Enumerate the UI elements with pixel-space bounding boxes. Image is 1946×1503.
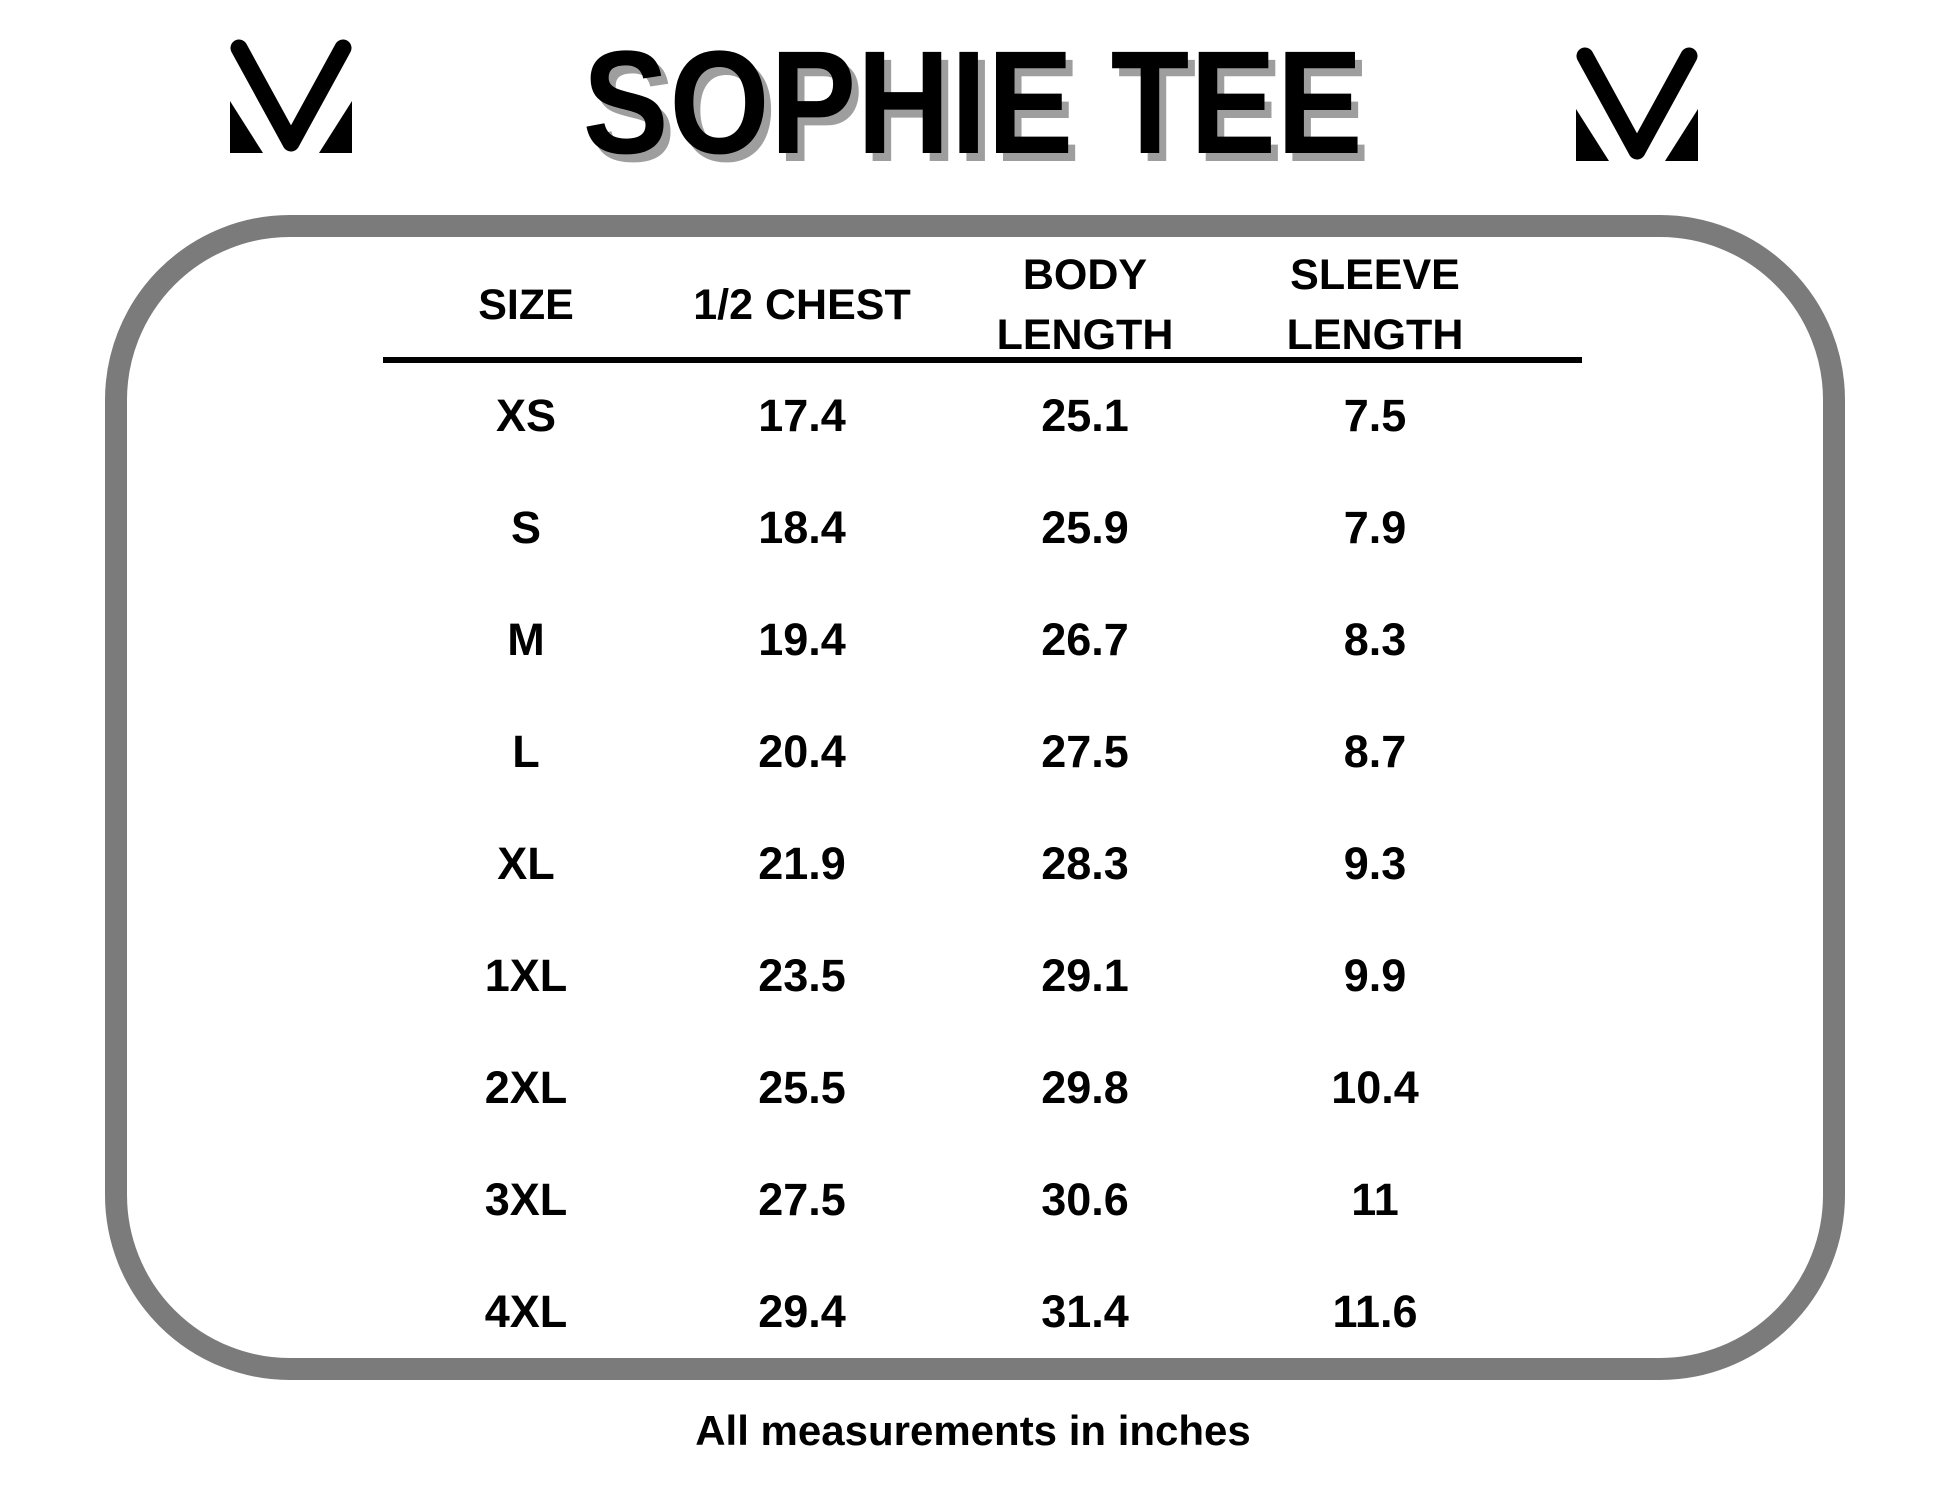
chest-cell: 23.5 [758,950,846,1001]
m-logo-icon [1576,47,1698,161]
column-header-sleeve-length: SLEEVE LENGTH [1286,251,1464,359]
size-cell: L [512,726,540,777]
chest-cell: 29.4 [758,1286,846,1337]
body-cell: 28.3 [1041,838,1129,889]
chest-cell: 20.4 [758,726,846,777]
table-row-s: S 18.4 25.9 7.9 [383,472,1515,584]
chest-cell: 19.4 [758,614,846,665]
sleeve-cell: 9.9 [1343,950,1407,1001]
body-cell: 26.7 [1041,614,1129,665]
chest-cell: 25.5 [758,1062,846,1113]
size-table-frame [105,215,1845,1380]
size-cell: 4XL [484,1286,568,1337]
table-row-3xl: 3XL 27.5 30.6 11 [383,1144,1515,1256]
sleeve-cell: 11 [1351,1174,1399,1225]
size-cell: 2XL [484,1062,568,1113]
sleeve-cell: 8.7 [1343,726,1407,777]
size-cell: S [510,502,541,553]
column-header-body-length: BODY LENGTH [996,251,1174,359]
size-cell: 1XL [484,950,568,1001]
sleeve-cell: 11.6 [1332,1286,1418,1337]
header-divider [383,357,1582,363]
page-title-text: SOPHIE TEE [582,21,1364,185]
body-cell: 31.4 [1041,1286,1129,1337]
body-cell: 25.1 [1041,390,1129,441]
table-body: XS 17.4 25.1 7.5 S 18.4 25.9 7.9 M 19.4 … [383,360,1515,1368]
table-row-2xl: 2XL 25.5 29.8 10.4 [383,1032,1515,1144]
sleeve-cell: 7.5 [1343,390,1407,441]
column-header-size: SIZE [478,281,574,329]
chest-cell: 18.4 [758,502,846,553]
table-header-row: SIZE 1/2 CHEST BODY LENGTH SLEEVE LENGTH [383,245,1515,361]
size-cell: 3XL [484,1174,568,1225]
body-cell: 29.8 [1041,1062,1129,1113]
page-title: SOPHIE TEE [0,28,1946,178]
size-cell: M [507,614,545,665]
sleeve-cell: 8.3 [1343,614,1407,665]
table-row-1xl: 1XL 23.5 29.1 9.9 [383,920,1515,1032]
table-row-4xl: 4XL 29.4 31.4 11.6 [383,1256,1515,1368]
body-cell: 29.1 [1041,950,1129,1001]
body-cell: 25.9 [1041,502,1129,553]
table-row-xs: XS 17.4 25.1 7.5 [383,360,1515,472]
sleeve-cell: 7.9 [1343,502,1407,553]
table-row-l: L 20.4 27.5 8.7 [383,696,1515,808]
m-logo-icon [230,39,352,153]
body-cell: 30.6 [1041,1174,1129,1225]
column-header-half-chest: 1/2 CHEST [693,281,911,329]
chest-cell: 27.5 [758,1174,846,1225]
body-cell: 27.5 [1041,726,1129,777]
chest-cell: 17.4 [758,390,846,441]
size-cell: XS [495,390,557,441]
table-row-xl: XL 21.9 28.3 9.3 [383,808,1515,920]
table-row-m: M 19.4 26.7 8.3 [383,584,1515,696]
sleeve-cell: 10.4 [1331,1062,1419,1113]
size-cell: XL [497,838,555,889]
sleeve-cell: 9.3 [1343,838,1407,889]
chest-cell: 21.9 [758,838,846,889]
footer-note: All measurements in inches [695,1407,1251,1454]
